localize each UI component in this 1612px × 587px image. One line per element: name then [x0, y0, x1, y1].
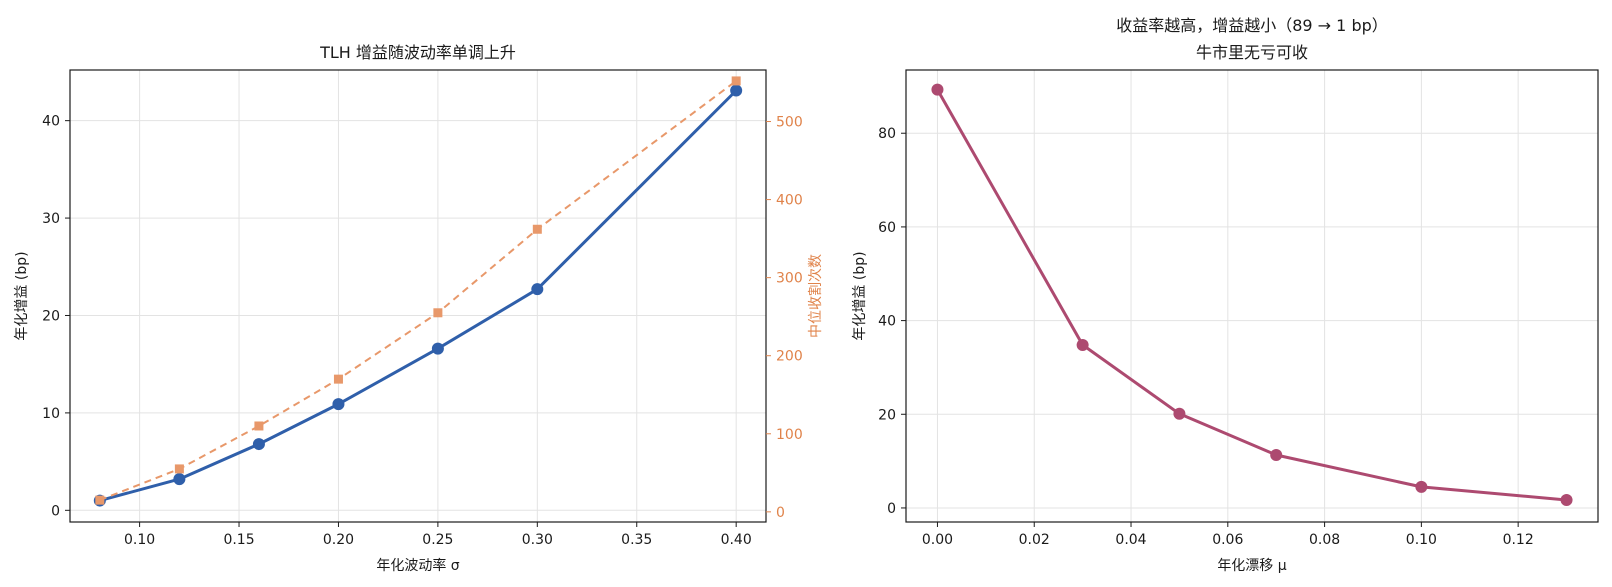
series-line [99, 89, 738, 503]
left-gridlines [70, 70, 766, 522]
data-point [1560, 493, 1573, 506]
y-tick-label: 0 [51, 503, 60, 519]
x-tick-label: 0.20 [323, 532, 354, 548]
data-point [931, 83, 944, 96]
y2-tick-label: 0 [776, 505, 785, 521]
data-point [730, 84, 743, 97]
x-tick-label: 0.00 [922, 532, 953, 548]
data-point [1076, 338, 1089, 351]
x-tick-label: 0.35 [621, 532, 652, 548]
data-point [1270, 449, 1283, 462]
y2-tick-label: 200 [776, 349, 803, 365]
x-tick-label: 0.15 [223, 532, 254, 548]
left-y2-ticks: 0 100 200 300 400 500 [766, 115, 803, 521]
y2-tick-label: 400 [776, 193, 803, 209]
y-tick-label: 10 [42, 406, 60, 422]
left-y2-axis-label: 中位收割次数 [807, 254, 824, 338]
right-chart-title: 收益率越高，增益越小（89 → 1 bp） [1116, 16, 1388, 35]
x-tick-label: 0.02 [1019, 532, 1050, 548]
y-tick-label: 20 [878, 407, 896, 423]
left-x-axis-label: 年化波动率 σ [376, 557, 459, 574]
left-plot-frame [69, 69, 767, 523]
data-point [332, 398, 345, 411]
y-tick-label: 40 [878, 314, 896, 330]
data-point [433, 308, 443, 318]
x-tick-label: 0.12 [1503, 532, 1534, 548]
data-point [431, 342, 444, 355]
right-chart-subtitle: 牛市里无亏可收 [1196, 43, 1308, 62]
data-point [254, 421, 264, 431]
right-x-ticks: 0.00 0.02 0.04 0.06 0.08 0.10 0.12 [922, 522, 1534, 548]
data-point [173, 473, 186, 486]
y2-tick-label: 500 [776, 115, 803, 131]
x-tick-label: 0.10 [124, 532, 155, 548]
left-chart-title: TLH 增益随波动率单调上升 [319, 43, 516, 62]
data-point [95, 495, 105, 505]
x-tick-label: 0.30 [522, 532, 553, 548]
left-chart: TLH 增益随波动率单调上升 0.10 0.15 0.20 0.25 0.30 0.35 0… [14, 43, 824, 574]
y2-tick-label: 300 [776, 271, 803, 287]
y-tick-label: 80 [878, 126, 896, 142]
data-point [532, 224, 542, 234]
series-line [99, 80, 737, 502]
right-gridlines [906, 70, 1598, 522]
y-tick-label: 0 [887, 501, 896, 517]
data-point [1173, 407, 1186, 420]
left-series [93, 76, 743, 507]
y-tick-label: 20 [42, 308, 60, 324]
y2-tick-label: 100 [776, 427, 803, 443]
right-series [931, 83, 1573, 506]
right-y-axis-label: 年化增益 (bp) [852, 251, 868, 340]
y-tick-label: 30 [42, 211, 60, 227]
x-tick-label: 0.08 [1309, 532, 1340, 548]
right-plot-frame [905, 69, 1599, 523]
left-y-ticks: 0 10 20 30 40 [42, 114, 70, 519]
data-point [252, 438, 265, 451]
left-x-ticks: 0.10 0.15 0.20 0.25 0.30 0.35 0.40 [124, 522, 752, 548]
x-tick-label: 0.25 [422, 532, 453, 548]
series-line [936, 88, 1567, 502]
x-tick-label: 0.04 [1115, 532, 1146, 548]
left-y-axis-label: 年化增益 (bp) [14, 251, 30, 340]
data-point [174, 464, 184, 474]
x-tick-label: 0.06 [1212, 532, 1243, 548]
right-y-ticks: 0 20 40 60 80 [878, 126, 906, 517]
x-tick-label: 0.40 [721, 532, 752, 548]
data-point [333, 374, 343, 384]
right-x-axis-label: 年化漂移 μ [1217, 558, 1286, 574]
data-point [1415, 480, 1428, 493]
y-tick-label: 60 [878, 220, 896, 236]
x-tick-label: 0.10 [1406, 532, 1437, 548]
data-point [531, 283, 544, 296]
y-tick-label: 40 [42, 114, 60, 130]
data-point [731, 76, 741, 86]
right-chart: 收益率越高，增益越小（89 → 1 bp） 牛市里无亏可收 0.00 0.02 0.… [852, 16, 1599, 574]
